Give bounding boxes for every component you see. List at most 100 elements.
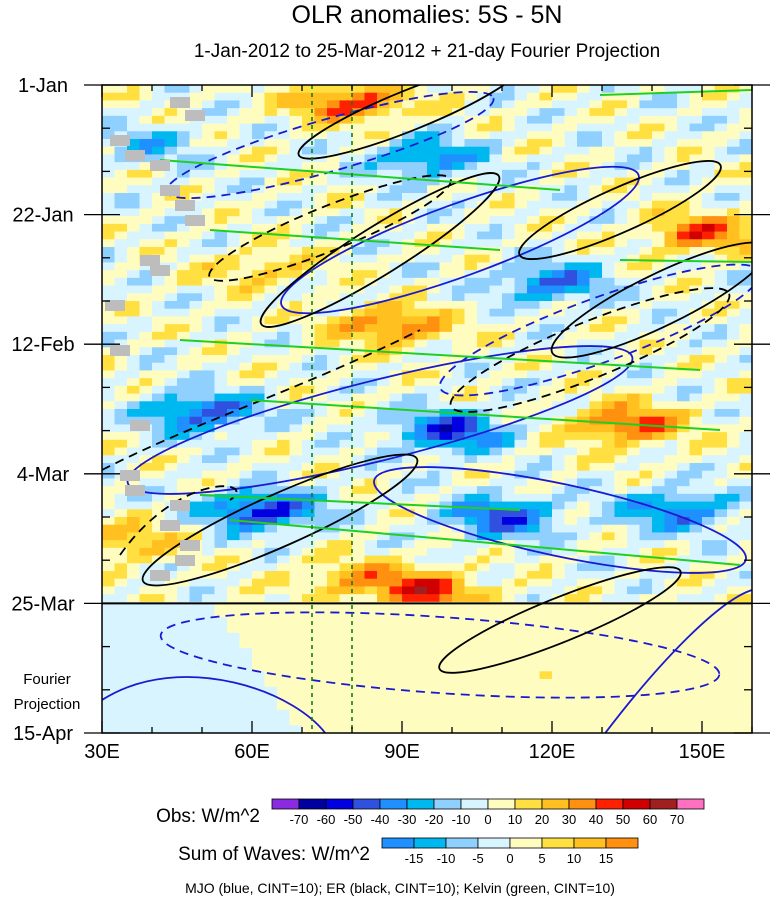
anomaly-cell xyxy=(727,339,741,348)
missing-data-cell xyxy=(125,485,145,496)
anomaly-cell xyxy=(527,486,541,495)
anomaly-cell xyxy=(639,478,653,487)
anomaly-cell xyxy=(377,92,391,102)
anomaly-cell xyxy=(114,648,128,657)
anomaly-cell xyxy=(452,532,466,541)
missing-data-cell xyxy=(150,570,170,581)
anomaly-cell xyxy=(102,316,116,325)
anomaly-cell xyxy=(477,362,491,372)
anomaly-cell xyxy=(477,308,491,318)
anomaly-cell xyxy=(639,517,653,526)
anomaly-cell xyxy=(227,432,241,441)
anomaly-cell xyxy=(464,709,478,719)
anomaly-cell xyxy=(477,247,491,256)
anomaly-cell xyxy=(102,347,116,356)
anomaly-cell xyxy=(352,524,366,534)
anomaly-cell xyxy=(539,316,553,325)
anomaly-cell xyxy=(227,555,241,564)
anomaly-cell xyxy=(177,594,191,603)
anomaly-cell xyxy=(364,632,378,642)
anomaly-cell xyxy=(364,617,378,626)
anomaly-cell xyxy=(527,301,541,310)
anomaly-cell xyxy=(439,586,453,595)
anomaly-cell xyxy=(277,586,291,595)
anomaly-cell xyxy=(327,139,341,148)
anomaly-cell xyxy=(302,239,316,248)
anomaly-cell xyxy=(114,594,128,603)
anomaly-cell xyxy=(252,154,266,163)
anomaly-cell xyxy=(389,123,403,132)
anomaly-cell xyxy=(227,316,241,325)
anomaly-cell xyxy=(277,686,291,696)
anomaly-cell xyxy=(152,470,166,480)
anomaly-cell xyxy=(664,586,678,595)
anomaly-cell xyxy=(564,216,578,225)
anomaly-cell xyxy=(489,671,503,680)
anomaly-cell xyxy=(189,578,203,588)
anomaly-cell xyxy=(514,247,528,256)
anomaly-cell xyxy=(714,509,728,518)
anomaly-cell xyxy=(389,640,403,649)
anomaly-cell xyxy=(252,123,266,132)
anomaly-cell xyxy=(127,316,141,325)
anomaly-cell xyxy=(264,470,278,480)
anomaly-cell xyxy=(552,455,566,464)
anomaly-cell xyxy=(289,223,303,233)
anomaly-cell xyxy=(552,694,566,703)
anomaly-cell xyxy=(552,177,566,186)
anomaly-cell xyxy=(189,378,203,387)
anomaly-cell xyxy=(414,216,428,225)
anomaly-cell xyxy=(227,447,241,456)
anomaly-cell xyxy=(152,185,166,194)
anomaly-cell xyxy=(189,463,203,472)
anomaly-cell xyxy=(364,393,378,402)
anomaly-cell xyxy=(127,223,141,233)
anomaly-cell xyxy=(652,293,666,302)
anomaly-cell xyxy=(514,447,528,456)
anomaly-cell xyxy=(602,455,616,464)
anomaly-cell xyxy=(164,640,178,649)
anomaly-cell xyxy=(339,586,353,595)
anomaly-cell xyxy=(364,640,378,649)
anomaly-cell xyxy=(552,609,566,618)
anomaly-cell xyxy=(377,524,391,534)
anomaly-cell xyxy=(664,671,678,680)
anomaly-cell xyxy=(614,339,628,348)
missing-data-cell xyxy=(180,540,200,551)
anomaly-cell xyxy=(727,92,741,102)
anomaly-cell xyxy=(339,115,353,125)
missing-data-cell xyxy=(130,420,150,431)
anomaly-cell xyxy=(377,563,391,572)
anomaly-cell xyxy=(489,139,503,148)
anomaly-cell xyxy=(139,347,153,356)
anomaly-cell xyxy=(427,586,441,595)
anomaly-cell xyxy=(302,547,316,557)
anomaly-cell xyxy=(727,532,741,541)
anomaly-cell xyxy=(189,347,203,356)
anomaly-cell xyxy=(689,439,703,449)
anomaly-cell xyxy=(327,486,341,495)
anomaly-cell xyxy=(402,185,416,194)
anomaly-cell xyxy=(589,270,603,279)
anomaly-cell xyxy=(702,586,716,595)
anomaly-cell xyxy=(277,316,291,325)
anomaly-cell xyxy=(652,378,666,387)
anomaly-cell xyxy=(427,717,441,726)
anomaly-cell xyxy=(339,200,353,210)
anomaly-cell xyxy=(152,301,166,310)
anomaly-cell xyxy=(277,131,291,140)
anomaly-cell xyxy=(627,115,641,125)
anomaly-cell xyxy=(277,617,291,626)
anomaly-cell xyxy=(239,416,253,426)
anomaly-cell xyxy=(164,486,178,495)
anomaly-cell xyxy=(102,370,116,379)
anomaly-cell xyxy=(577,270,591,279)
anomaly-cell xyxy=(627,563,641,572)
anomaly-cell xyxy=(664,470,678,480)
anomaly-cell xyxy=(339,193,353,202)
anomaly-cell xyxy=(502,455,516,464)
anomaly-cell xyxy=(377,308,391,318)
er-contour xyxy=(141,453,419,587)
anomaly-cell xyxy=(652,694,666,703)
anomaly-cell xyxy=(189,725,203,733)
